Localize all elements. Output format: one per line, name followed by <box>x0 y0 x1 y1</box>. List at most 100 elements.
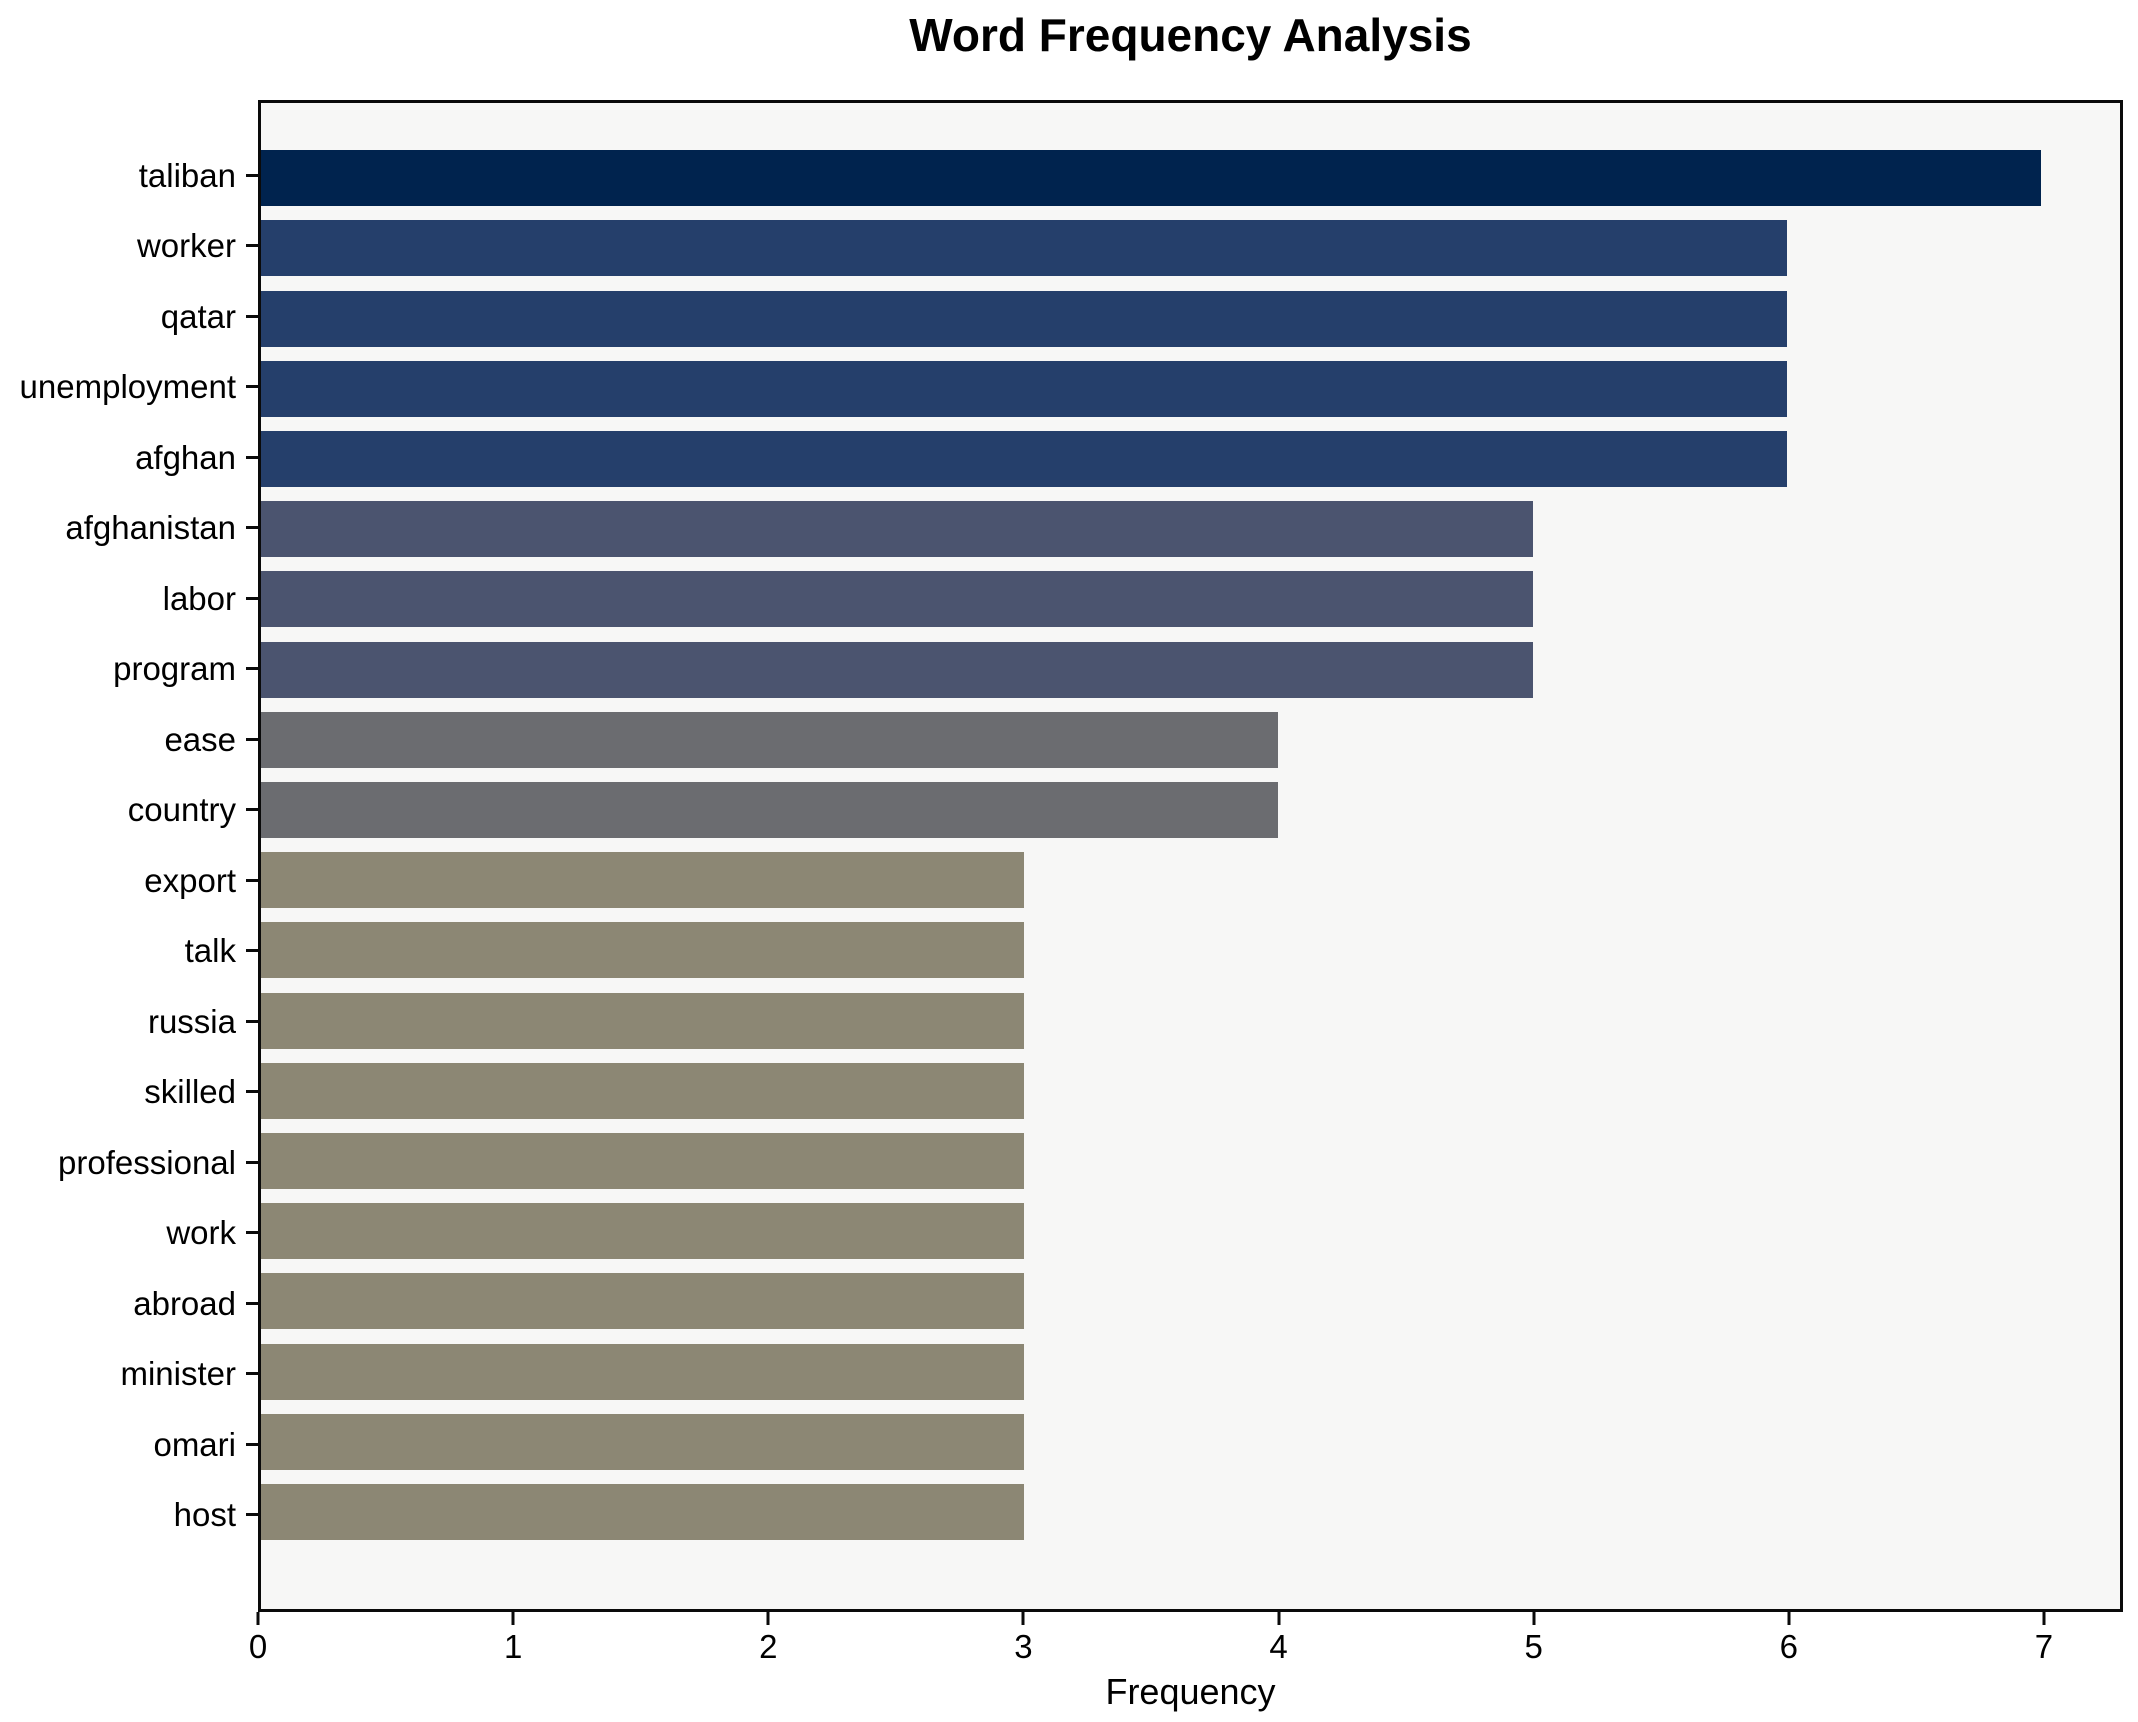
y-axis-label: worker <box>136 227 236 265</box>
x-tick-label: 3 <box>1014 1628 1033 1665</box>
x-axis-label: Frequency <box>1105 1671 1276 1712</box>
y-axis-label-row: worker <box>0 211 258 282</box>
bar-row <box>261 283 2120 353</box>
bar <box>261 1343 1024 1400</box>
bar-row <box>261 775 2120 845</box>
x-tick-mark <box>511 1612 515 1625</box>
x-axis-tick-labels: 0 1 2 3 4 5 6 7 <box>249 1628 2123 1670</box>
y-axis-label-row: labor <box>0 563 258 634</box>
x-tick-mark <box>2042 1612 2046 1625</box>
bar-row <box>261 1056 2120 1126</box>
y-axis-label: unemployment <box>19 368 236 406</box>
y-axis-label: professional <box>58 1143 236 1181</box>
x-tick-mark <box>256 1612 260 1625</box>
bar <box>261 220 1787 277</box>
y-axis-label-row: afghan <box>0 422 258 493</box>
y-axis-label: work <box>166 1214 236 1252</box>
y-tick-mark <box>246 1301 258 1305</box>
y-tick-mark <box>246 1090 258 1094</box>
y-tick-mark <box>246 1019 258 1023</box>
bar <box>261 571 1533 628</box>
x-tick-mark <box>1021 1612 1025 1625</box>
y-axis-label-row: country <box>0 775 258 846</box>
bar-row <box>261 1196 2120 1266</box>
bar <box>261 781 1279 838</box>
y-axis-label-row: minister <box>0 1339 258 1410</box>
bar <box>261 711 1279 768</box>
chart-title: Word Frequency Analysis <box>909 9 1472 61</box>
y-tick-mark <box>246 1160 258 1164</box>
bar <box>261 852 1024 909</box>
y-axis-label: ease <box>164 720 236 758</box>
y-axis-label-row: export <box>0 845 258 916</box>
y-tick-mark <box>246 737 258 741</box>
y-axis-label: talk <box>184 932 236 970</box>
y-tick-mark <box>246 455 258 459</box>
bar <box>261 992 1024 1049</box>
x-tick-label: 4 <box>1269 1628 1288 1665</box>
x-tick-mark <box>1532 1612 1536 1625</box>
y-axis-label-row: unemployment <box>0 352 258 423</box>
bar-row <box>261 915 2120 985</box>
bar-row <box>261 705 2120 775</box>
bar-row <box>261 1407 2120 1477</box>
bar <box>261 1483 1024 1540</box>
bar-row <box>261 143 2120 213</box>
y-tick-mark <box>246 1442 258 1446</box>
y-axis-labels: taliban worker qatar unemployment afghan afgh… <box>0 100 258 1612</box>
bar-row <box>261 564 2120 634</box>
bar <box>261 150 2042 207</box>
y-axis-label-row: russia <box>0 986 258 1057</box>
y-axis-label-row: afghanistan <box>0 493 258 564</box>
bar-row <box>261 213 2120 283</box>
y-axis-label: country <box>127 791 236 829</box>
bar <box>261 922 1024 979</box>
y-axis-label: abroad <box>133 1284 236 1322</box>
bar <box>261 1203 1024 1260</box>
bar <box>261 641 1533 698</box>
y-tick-mark <box>246 596 258 600</box>
bar-row <box>261 494 2120 564</box>
y-axis-label: skilled <box>144 1073 236 1111</box>
y-axis-label-row: professional <box>0 1127 258 1198</box>
bar <box>261 430 1787 487</box>
y-axis-label: labor <box>162 579 236 617</box>
y-tick-mark <box>246 173 258 177</box>
y-axis-label-row: ease <box>0 704 258 775</box>
x-tick-label: 2 <box>759 1628 778 1665</box>
y-axis-label-row: program <box>0 634 258 705</box>
x-tick-mark <box>1787 1612 1791 1625</box>
y-axis-label: afghanistan <box>65 509 236 547</box>
plot-area <box>258 100 2123 1612</box>
y-axis-label: afghan <box>135 438 236 476</box>
x-tick-label: 6 <box>1779 1628 1798 1665</box>
x-tick-label: 7 <box>2034 1628 2054 1665</box>
y-axis-label-row: omari <box>0 1409 258 1480</box>
y-tick-mark <box>246 808 258 812</box>
y-axis-label-row: qatar <box>0 281 258 352</box>
bar <box>261 1273 1024 1330</box>
y-tick-mark <box>246 949 258 953</box>
y-axis-label-row: host <box>0 1480 258 1551</box>
x-tick-mark <box>1277 1612 1281 1625</box>
y-axis-label: minister <box>120 1355 236 1393</box>
y-axis-label: host <box>173 1496 236 1534</box>
bar-row <box>261 985 2120 1055</box>
bar-row <box>261 634 2120 704</box>
y-tick-mark <box>246 244 258 248</box>
y-axis-label: export <box>144 861 236 899</box>
y-axis-label: omari <box>153 1425 236 1463</box>
y-tick-mark <box>246 878 258 882</box>
bar-row <box>261 845 2120 915</box>
bar <box>261 1132 1024 1189</box>
bar <box>261 501 1533 558</box>
y-axis-label-row: abroad <box>0 1268 258 1339</box>
y-axis-label: qatar <box>160 297 236 335</box>
bar <box>261 1413 1024 1470</box>
y-tick-mark <box>246 1231 258 1235</box>
y-axis-label-row: work <box>0 1198 258 1269</box>
x-tick-label: 0 <box>248 1628 268 1665</box>
bar <box>261 290 1787 347</box>
y-axis-label-row: skilled <box>0 1057 258 1128</box>
